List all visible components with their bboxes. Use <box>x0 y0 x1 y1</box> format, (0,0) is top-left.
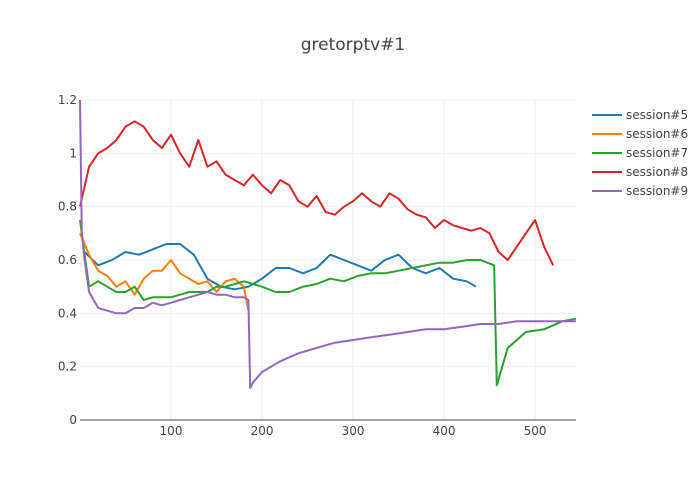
y-tick-label: 0.4 <box>58 306 77 320</box>
y-tick-label: 1 <box>69 146 77 160</box>
legend-item[interactable]: session#6 <box>592 127 688 141</box>
y-tick-label: 1.2 <box>58 93 77 107</box>
axes: 0 0.2 0.4 0.6 0.8 1 1.2 100 200 300 400 500 <box>58 93 576 438</box>
legend-label: session#8 <box>626 165 688 179</box>
legend: session#5 session#6 session#7 session#8 sess… <box>592 108 688 198</box>
y-tick-label: 0.6 <box>58 253 77 267</box>
series-line-session-9 <box>79 99 576 389</box>
x-tick-label: 500 <box>524 424 547 438</box>
y-tick-label: 0.2 <box>58 360 77 374</box>
legend-item[interactable]: session#8 <box>592 165 688 179</box>
legend-label: session#7 <box>626 146 688 160</box>
x-tick-label: 300 <box>342 424 365 438</box>
legend-item[interactable]: session#7 <box>592 146 688 160</box>
legend-label: session#6 <box>626 127 688 141</box>
legend-item[interactable]: session#5 <box>592 108 688 122</box>
x-tick-label: 100 <box>160 424 183 438</box>
series-lines <box>79 99 577 389</box>
chart-title: gretorptv#1 <box>301 35 406 55</box>
series-line-session-7 <box>79 219 577 387</box>
y-tick-label: 0.8 <box>58 200 77 214</box>
series-line-session-6 <box>79 232 250 311</box>
legend-item[interactable]: session#9 <box>592 184 688 198</box>
gridlines <box>80 99 576 420</box>
series-line-session-8 <box>79 120 555 266</box>
y-tick-label: 0 <box>69 413 77 427</box>
series-line-session-5 <box>83 243 477 291</box>
legend-label: session#5 <box>626 108 688 122</box>
x-tick-label: 200 <box>251 424 274 438</box>
legend-label: session#9 <box>626 184 688 198</box>
x-tick-label: 400 <box>433 424 456 438</box>
